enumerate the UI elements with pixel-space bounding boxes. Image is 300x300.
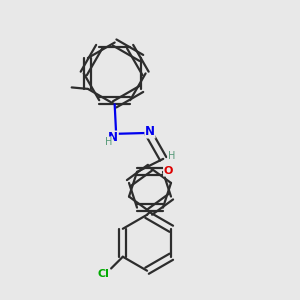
Text: Cl: Cl — [98, 269, 109, 279]
Text: N: N — [108, 131, 118, 144]
Text: N: N — [145, 125, 155, 138]
Text: H: H — [168, 151, 175, 161]
Text: O: O — [164, 166, 173, 176]
Text: H: H — [105, 137, 112, 147]
